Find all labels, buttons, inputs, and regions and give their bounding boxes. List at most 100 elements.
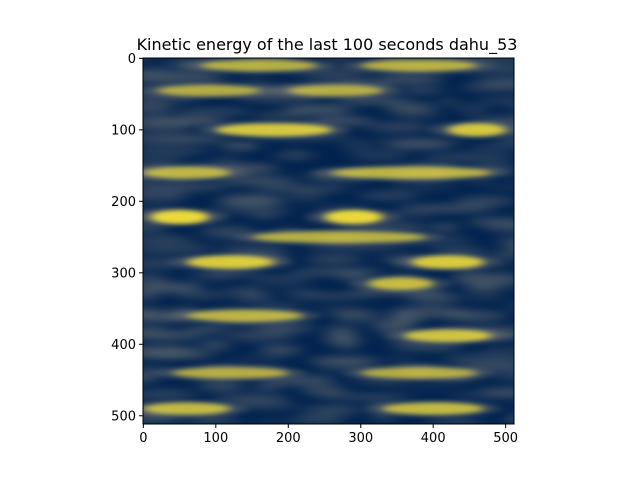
energy-band (360, 59, 477, 72)
texture-patch (143, 388, 197, 396)
texture-patch (451, 273, 514, 285)
heatmap-image (143, 58, 597, 424)
texture-patch (444, 389, 514, 401)
heatmap-plot-area (143, 58, 597, 424)
texture-patch (289, 415, 347, 424)
texture-patch (217, 243, 289, 256)
texture-patch (143, 290, 160, 302)
texture-patch (496, 134, 514, 145)
y-tick-label: 200 (111, 195, 136, 210)
texture-patch (200, 226, 256, 234)
texture-patch (340, 139, 374, 152)
texture-patch (254, 417, 287, 424)
texture-patch (470, 143, 514, 151)
texture-patch (392, 112, 448, 120)
texture-patch (143, 243, 214, 253)
texture-patch (515, 345, 580, 354)
texture-patch (484, 222, 514, 234)
texture-patch (225, 329, 295, 342)
texture-patch (421, 152, 514, 163)
texture-patch (350, 149, 409, 162)
texture-patch (301, 385, 347, 396)
texture-patch (373, 75, 444, 84)
texture-patch (381, 355, 416, 362)
texture-patch (218, 175, 298, 187)
texture-patch (143, 156, 188, 164)
texture-patch (143, 394, 196, 400)
x-tick-label: 200 (276, 431, 301, 446)
texture-patch (229, 355, 287, 364)
texture-patch (143, 125, 191, 133)
texture-patch (199, 380, 245, 392)
texture-patch (334, 340, 361, 351)
texture-patch (505, 415, 514, 424)
texture-patch (358, 191, 420, 200)
texture-patch (326, 58, 355, 62)
energy-band (288, 85, 383, 97)
texture-patch (304, 405, 362, 415)
energy-band (143, 402, 231, 415)
texture-patch (456, 103, 489, 115)
texture-patch (185, 270, 240, 281)
energy-band (186, 309, 303, 322)
texture-patch (258, 344, 302, 356)
energy-band (252, 231, 426, 243)
energy-band (382, 402, 484, 415)
texture-patch (464, 178, 493, 184)
x-tick-label: 0 (139, 431, 147, 446)
chart-title: Kinetic energy of the last 100 seconds d… (137, 35, 518, 55)
texture-patch (483, 344, 513, 357)
texture-patch (485, 184, 514, 191)
texture-patch (455, 195, 514, 206)
texture-patch (521, 202, 597, 211)
y-tick-label: 300 (111, 266, 136, 281)
energy-band (186, 255, 274, 269)
texture-patch (365, 121, 433, 133)
energy-band (367, 277, 434, 290)
texture-patch (507, 284, 514, 289)
texture-patch (290, 268, 386, 276)
texture-patch (250, 211, 281, 219)
texture-patch (425, 416, 485, 424)
texture-patch (143, 273, 169, 283)
texture-patch (220, 141, 260, 151)
high-energy-bands (143, 58, 514, 417)
texture-patch (432, 247, 487, 256)
texture-patch (255, 384, 280, 390)
y-tick-label: 500 (111, 409, 136, 424)
energy-band (324, 210, 383, 225)
texture-patch (143, 181, 228, 192)
texture-patch (444, 311, 507, 321)
texture-patch (504, 303, 514, 311)
texture-patch (238, 403, 302, 410)
texture-patch (503, 244, 514, 252)
texture-patch (463, 291, 506, 303)
texture-patch (385, 185, 459, 191)
texture-patch (143, 102, 173, 115)
y-tick-label: 100 (111, 123, 136, 138)
energy-band (172, 367, 289, 379)
texture-patch (218, 194, 285, 208)
texture-patch (406, 292, 460, 304)
texture-patch (286, 191, 327, 202)
texture-patch (143, 189, 188, 202)
texture-patch (254, 111, 306, 121)
texture-patch (186, 324, 229, 334)
texture-patch (465, 283, 505, 292)
texture-patch (253, 185, 352, 192)
texture-patch (399, 86, 446, 94)
texture-patch (143, 222, 167, 232)
texture-patch (143, 134, 228, 144)
texture-patch (143, 351, 214, 359)
x-tick-label: 500 (493, 431, 518, 446)
texture-patch (174, 292, 229, 299)
y-tick-label: 0 (128, 52, 136, 67)
texture-patch (309, 117, 374, 126)
texture-patch (143, 235, 195, 243)
texture-patch (213, 394, 290, 405)
plot-frame (142, 57, 515, 425)
energy-band (215, 123, 332, 137)
texture-patch (143, 116, 227, 127)
